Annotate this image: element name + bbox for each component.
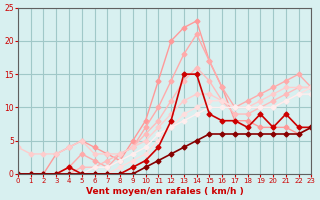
X-axis label: Vent moyen/en rafales ( km/h ): Vent moyen/en rafales ( km/h ) — [86, 187, 244, 196]
